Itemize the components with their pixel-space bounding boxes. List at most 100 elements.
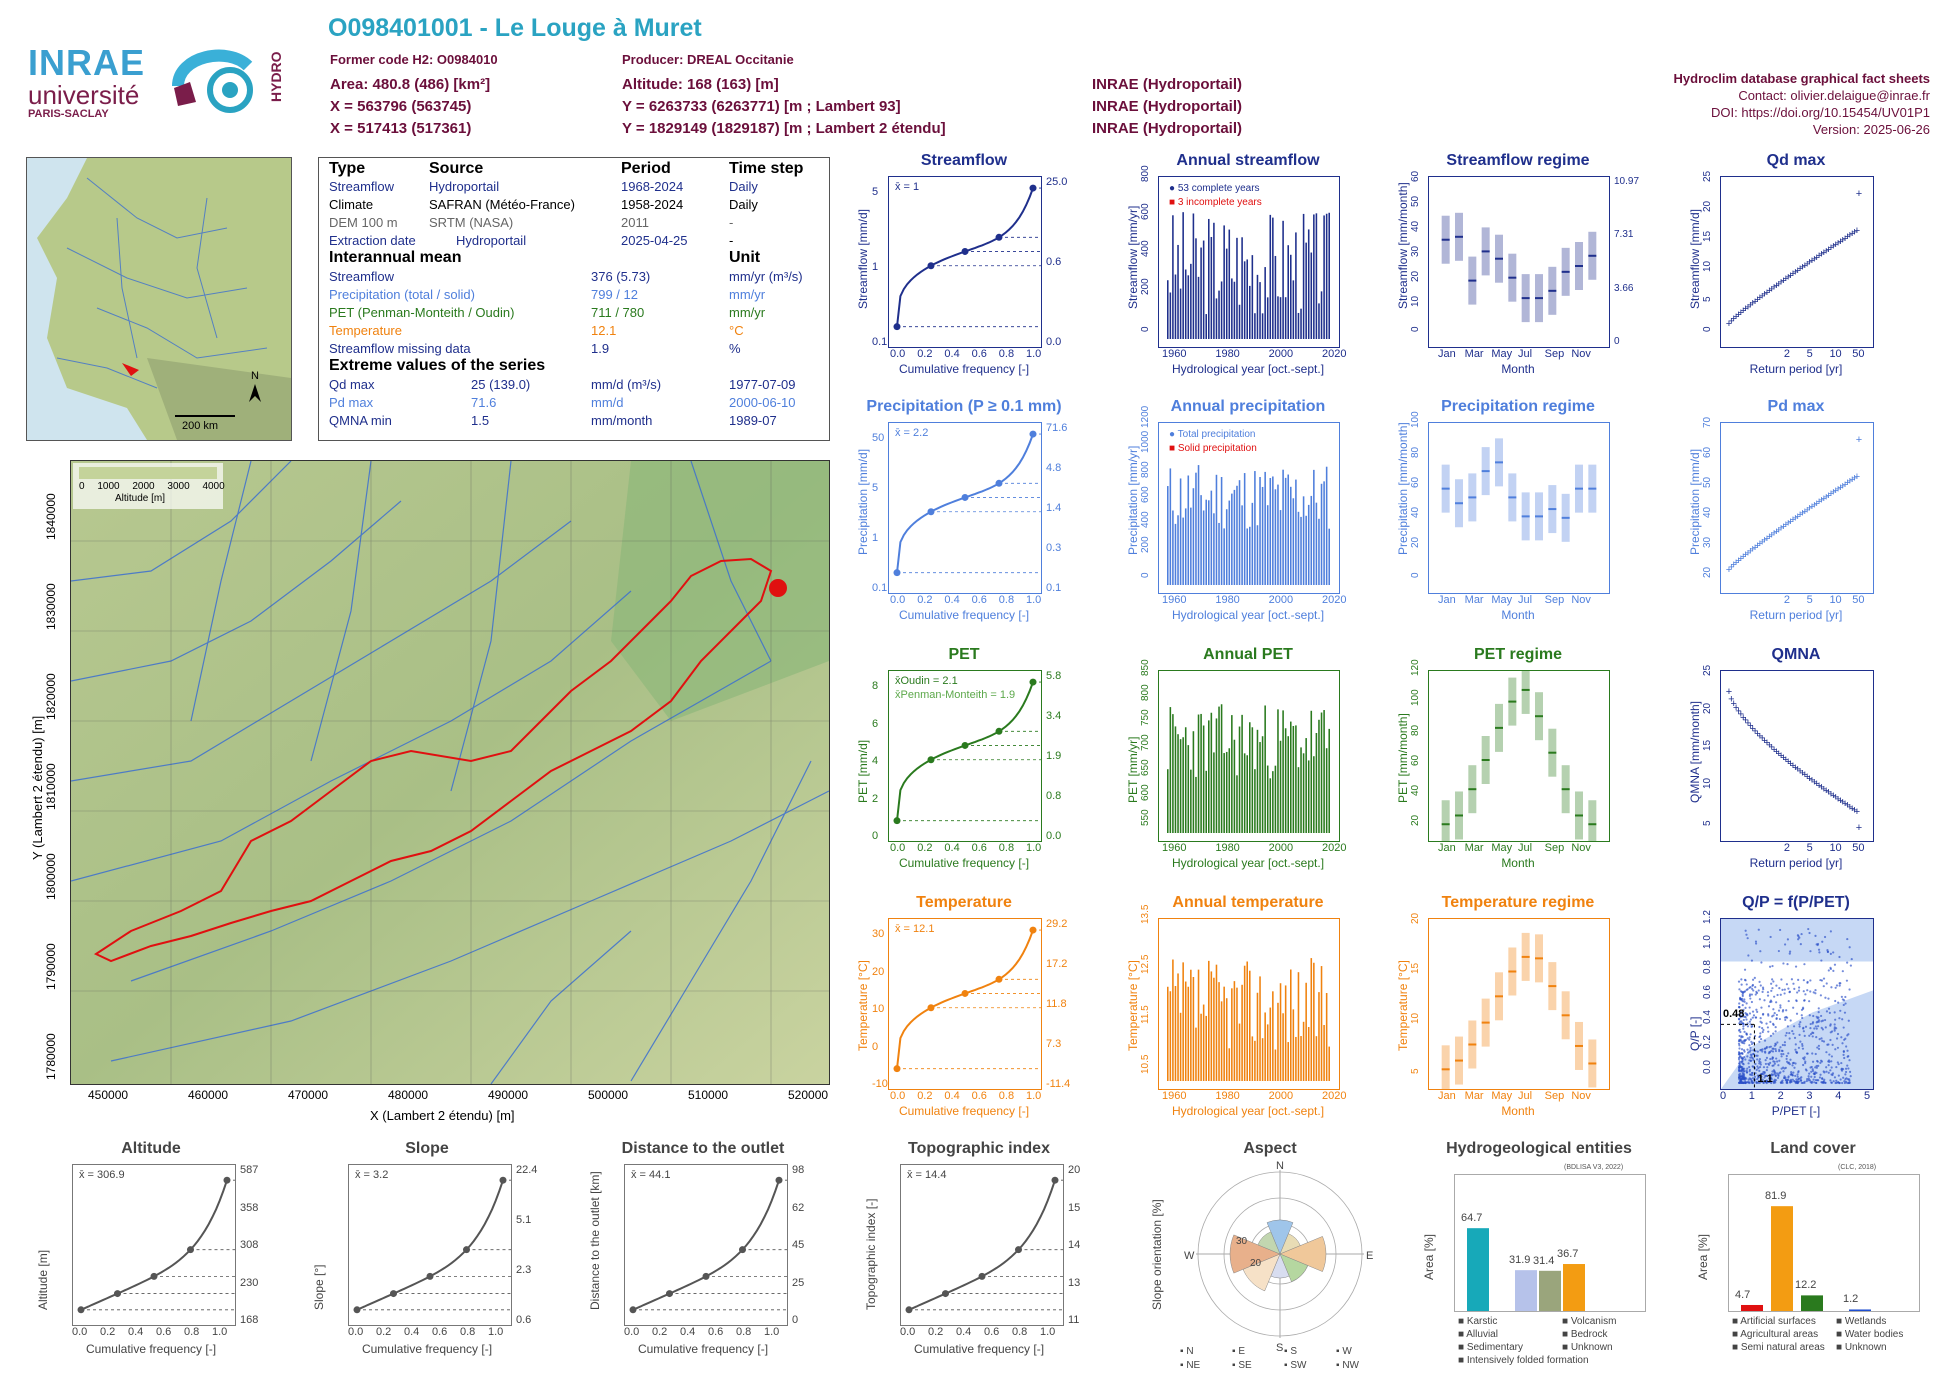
qp-point [1791, 1064, 1794, 1067]
return-point: + [1757, 730, 1763, 742]
x-tick: 1980 [1215, 1090, 1240, 1102]
annual-bar [1174, 986, 1177, 1081]
x-axis-label: Month [1501, 856, 1535, 870]
plot-area: x̄Oudin = 2.1 x̄Penman-Monteith = 1.9 [888, 670, 1042, 842]
annual-bar [1210, 712, 1213, 833]
qp-point [1796, 1081, 1799, 1084]
left-tick: 20 [872, 965, 885, 978]
qp-point [1848, 1059, 1851, 1062]
panel-temperature_regime: Temperature regime Month Temperature [°C] J… [1388, 894, 1648, 1134]
qp-point [1777, 1009, 1781, 1012]
annual-bar [1266, 505, 1269, 585]
qp-point [1815, 1015, 1818, 1018]
annual-bar [1200, 247, 1202, 339]
annual-bar [1290, 254, 1292, 339]
source-note: (BDLISA V3, 2022) [1564, 1164, 1624, 1171]
map-xtick: 520000 [788, 1088, 829, 1102]
panel-title: Annual precipitation [1170, 398, 1326, 415]
qp-point [1813, 1027, 1816, 1030]
rose-sector [1229, 1234, 1281, 1274]
return-point: + [1790, 760, 1796, 772]
y-tick: 650 [1140, 759, 1151, 776]
qp-point [1829, 952, 1832, 955]
annual-bar [1236, 987, 1238, 1081]
qp-point [1757, 1075, 1761, 1079]
qp-point [1827, 997, 1830, 1000]
qp-point [1844, 1078, 1847, 1081]
return-point: + [1787, 270, 1793, 282]
annual-bar [1254, 769, 1256, 833]
qp-point [1812, 1072, 1815, 1075]
minimap-scale: 200 km [182, 420, 219, 432]
plot-area: ● Total precipitation ■ Solid precipitati… [1158, 422, 1340, 594]
annual-bar [1320, 966, 1323, 1081]
legend-tick-0: 0 [79, 481, 85, 492]
qp-point [1821, 1028, 1824, 1031]
regime-plot [1441, 438, 1597, 542]
return-point: + [1785, 517, 1791, 529]
qp-point [1759, 950, 1762, 953]
annual-bar [1320, 483, 1323, 585]
qp-point [1818, 951, 1821, 954]
y-tick: 40 [1702, 506, 1713, 518]
fact-sheet-info: Hydroclim database graphical fact sheets… [1674, 70, 1930, 138]
panel-title: QMNA [1771, 646, 1821, 663]
qp-point [1771, 1064, 1774, 1067]
y-tick: 600 [1140, 486, 1151, 503]
annual-bar [1272, 217, 1274, 339]
qp-point [1791, 1074, 1794, 1077]
annual-bar [1195, 1027, 1197, 1081]
annual-bar [1254, 471, 1256, 585]
legend-item: ■ Intensively folded formation [1458, 1355, 1589, 1366]
qp-point [1805, 1079, 1808, 1083]
rose-legend-item: ▪ N [1180, 1346, 1194, 1357]
annual-bar [1251, 727, 1254, 833]
return-point: + [1766, 739, 1772, 751]
y-axis-label: PET [mm/month] [1396, 713, 1410, 803]
qp-point [1824, 1026, 1827, 1029]
qp-point [1820, 1060, 1824, 1063]
qp-point [1789, 1058, 1792, 1061]
qp-point [1843, 1011, 1847, 1014]
row3-source: SRTM (NASA) [429, 215, 514, 230]
annual-bar [1282, 1013, 1284, 1081]
y-tick: 20 [1410, 814, 1421, 826]
annual-bar [1195, 472, 1197, 585]
qp-point [1792, 1006, 1795, 1009]
qp-point [1739, 1030, 1742, 1034]
x-axis-label: Cumulative frequency [-] [898, 362, 1030, 376]
left-tick: 5 [872, 482, 879, 494]
missing-unit: % [729, 341, 741, 356]
qp-point [1770, 1081, 1773, 1085]
qp-point [1814, 1066, 1817, 1069]
bar-plot [1167, 212, 1330, 339]
y-axis-label: Precipitation [mm/d] [856, 448, 870, 555]
right-tick: 11 [1068, 1314, 1080, 1326]
left-tick: 0.1 [872, 582, 888, 594]
qp-point [1782, 962, 1785, 965]
qp-point [1748, 1038, 1751, 1041]
annual-bar [1295, 479, 1297, 585]
annual-bar [1246, 528, 1248, 585]
y-axis-label: Precipitation [mm/month] [1396, 422, 1410, 555]
plot-area: x̄ = 1 [888, 176, 1042, 348]
return-point: + [1813, 252, 1819, 264]
return-point: + [1806, 257, 1812, 269]
x-tick: 1.0 [1026, 348, 1042, 360]
qp-point [1829, 1038, 1832, 1042]
qp-point [1752, 1049, 1755, 1052]
qp-point [1739, 1079, 1742, 1083]
panel-distance: Distance to the outlet x̄ = 44.1 98 62 45 25 0… [578, 1140, 828, 1362]
panel-streamflow: Streamflow x̄ = 1 Cumulative frequency [-]… [848, 152, 1080, 392]
qp-point [1753, 1075, 1757, 1078]
right-tick: 98 [792, 1164, 805, 1176]
qp-point [1785, 1057, 1788, 1060]
qp-point [1738, 1055, 1741, 1058]
return-point: + [1806, 503, 1812, 515]
qp-point [1780, 1081, 1783, 1084]
qp-point [1845, 979, 1849, 982]
qp-point [1742, 1063, 1745, 1066]
right-tick: 0.8 [1046, 790, 1062, 802]
return-point: + [1785, 271, 1791, 283]
y-axis-label: PET [mm/d] [856, 739, 870, 803]
